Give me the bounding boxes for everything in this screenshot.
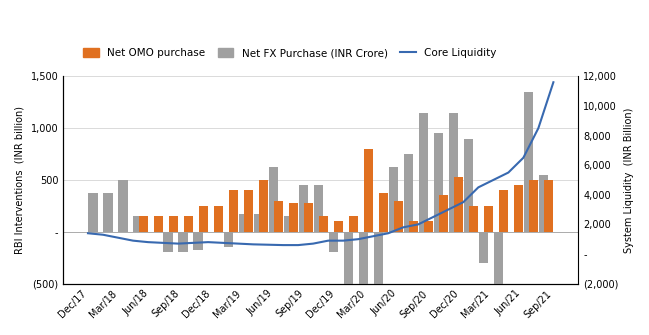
Bar bbox=[103, 193, 112, 232]
Y-axis label: RBI Interventions  (INR billion): RBI Interventions (INR billion) bbox=[15, 106, 25, 254]
Bar bbox=[424, 221, 433, 232]
Bar bbox=[494, 232, 503, 294]
Legend: Net OMO purchase, Net FX Purchase (INR Crore), Core Liquidity: Net OMO purchase, Net FX Purchase (INR C… bbox=[79, 44, 500, 63]
Bar bbox=[313, 185, 323, 232]
Bar bbox=[199, 206, 208, 232]
Bar bbox=[299, 185, 308, 232]
Bar bbox=[469, 206, 478, 232]
Bar bbox=[434, 133, 443, 232]
Bar bbox=[243, 190, 252, 232]
Bar bbox=[363, 149, 373, 232]
Bar bbox=[284, 216, 293, 232]
Bar bbox=[184, 216, 193, 232]
Bar bbox=[319, 216, 328, 232]
Bar bbox=[334, 221, 343, 232]
Y-axis label: System Liquidity  (INR Billion): System Liquidity (INR Billion) bbox=[624, 107, 634, 253]
Bar bbox=[88, 193, 97, 232]
Bar bbox=[134, 216, 143, 232]
Bar bbox=[479, 232, 488, 263]
Bar bbox=[154, 216, 163, 232]
Bar bbox=[214, 206, 223, 232]
Bar bbox=[254, 214, 263, 232]
Bar bbox=[463, 138, 473, 232]
Bar bbox=[539, 175, 548, 232]
Bar bbox=[178, 232, 188, 253]
Bar bbox=[514, 185, 523, 232]
Bar bbox=[304, 203, 313, 232]
Bar bbox=[374, 232, 383, 284]
Bar bbox=[258, 180, 268, 232]
Bar bbox=[138, 216, 147, 232]
Bar bbox=[389, 167, 398, 232]
Bar bbox=[454, 177, 463, 232]
Bar bbox=[223, 232, 232, 247]
Bar bbox=[269, 167, 278, 232]
Bar bbox=[289, 203, 298, 232]
Bar bbox=[404, 154, 413, 232]
Bar bbox=[228, 190, 238, 232]
Bar bbox=[394, 201, 403, 232]
Bar bbox=[379, 193, 388, 232]
Bar bbox=[169, 216, 178, 232]
Bar bbox=[328, 232, 337, 253]
Bar bbox=[448, 113, 458, 232]
Bar bbox=[359, 232, 368, 284]
Bar bbox=[193, 232, 202, 250]
Bar bbox=[524, 92, 533, 232]
Bar bbox=[164, 232, 173, 253]
Bar bbox=[529, 180, 538, 232]
Bar bbox=[419, 113, 428, 232]
Bar bbox=[544, 180, 553, 232]
Bar bbox=[239, 214, 248, 232]
Bar bbox=[343, 232, 353, 284]
Bar bbox=[409, 221, 418, 232]
Bar bbox=[499, 190, 508, 232]
Bar bbox=[118, 180, 128, 232]
Bar bbox=[349, 216, 358, 232]
Bar bbox=[439, 196, 448, 232]
Bar bbox=[484, 206, 493, 232]
Bar bbox=[274, 201, 283, 232]
